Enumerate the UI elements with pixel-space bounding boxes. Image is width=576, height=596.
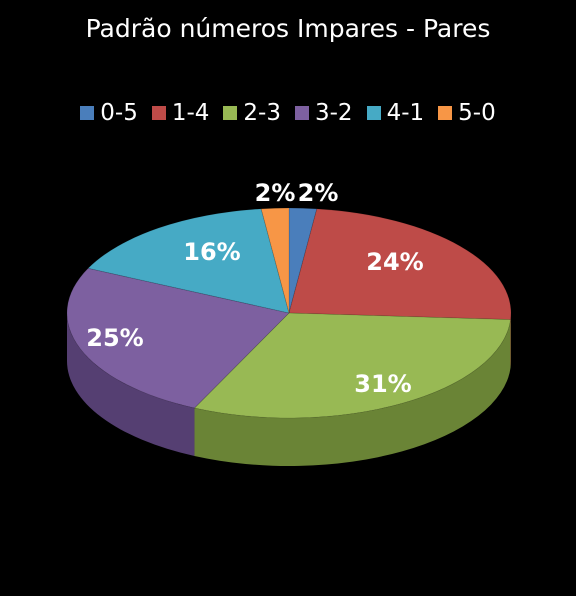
- pie-slice-5-0: [260, 207, 290, 314]
- legend-label: 0-5: [100, 100, 138, 126]
- pie-slice-3-2: [66, 267, 290, 409]
- legend-item-1-4: 1-4: [151, 100, 210, 126]
- pie-slice-2-3: [193, 312, 512, 419]
- data-label-4-1: 16%: [183, 238, 240, 266]
- pie-slice-0-5: [288, 207, 318, 314]
- data-label-5-0: 2%: [255, 179, 296, 207]
- legend-label: 2-3: [243, 100, 281, 126]
- legend-swatch: [438, 106, 453, 120]
- legend-item-2-3: 2-3: [223, 100, 281, 126]
- pie-sides: [67, 313, 511, 466]
- pie-side-2-3: [194, 319, 511, 466]
- legend-swatch: [151, 106, 166, 120]
- legend-swatch: [223, 106, 238, 120]
- legend-label: 5-0: [458, 100, 496, 126]
- legend-swatch: [366, 106, 381, 120]
- legend-item-3-2: 3-2: [295, 100, 353, 126]
- legend-label: 1-4: [171, 100, 210, 126]
- data-label-3-2: 25%: [86, 324, 143, 352]
- legend-label: 3-2: [315, 100, 353, 126]
- pie-slice-1-4: [288, 208, 512, 321]
- legend-swatch: [80, 106, 95, 120]
- chart-title: Padrão números Impares - Pares: [85, 14, 491, 43]
- legend-label: 4-1: [386, 100, 425, 126]
- pie-slice-4-1: [87, 208, 290, 314]
- legend-item-5-0: 5-0: [438, 100, 496, 126]
- legend: 0-5 1-4 2-3 3-2 4-1 5-0: [0, 100, 576, 126]
- legend-item-0-5: 0-5: [80, 100, 138, 126]
- data-label-1-4: 24%: [366, 248, 423, 276]
- legend-item-4-1: 4-1: [366, 100, 425, 126]
- legend-swatch: [295, 106, 309, 120]
- pie-side-3-2: [67, 313, 195, 457]
- data-label-2-3: 31%: [354, 370, 411, 398]
- data-label-0-5: 2%: [298, 179, 339, 207]
- pie-slices: [66, 207, 512, 419]
